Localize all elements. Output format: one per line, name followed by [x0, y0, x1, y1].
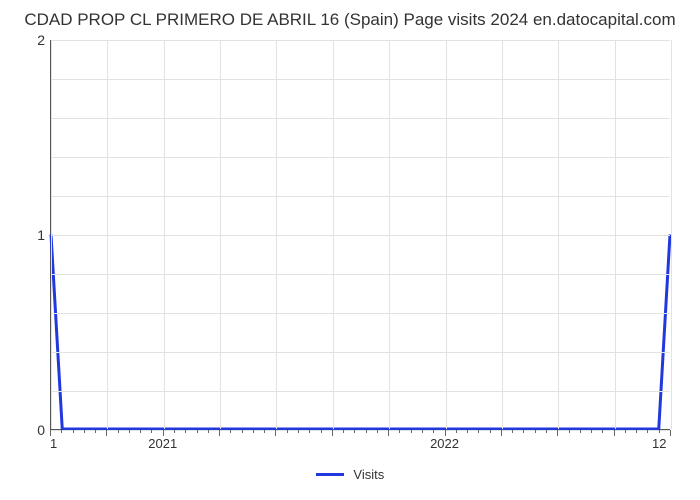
vgrid-line [502, 40, 503, 429]
xtick-major [106, 430, 107, 436]
xtick-minor [84, 430, 85, 433]
hgrid-line [51, 40, 670, 41]
xtick-minor [95, 430, 96, 433]
xtick-minor [151, 430, 152, 433]
xtick-minor [129, 430, 130, 433]
vgrid-line [333, 40, 334, 429]
xtick-minor [73, 430, 74, 433]
xtick-minor [636, 430, 637, 433]
xtick-minor [321, 430, 322, 433]
xtick-major [557, 430, 558, 436]
xtick-minor [399, 430, 400, 433]
xtick-minor [580, 430, 581, 433]
xtick-minor [264, 430, 265, 433]
xtick-minor [309, 430, 310, 433]
vgrid-line [164, 40, 165, 429]
xtick-major [614, 430, 615, 436]
xtick-minor [433, 430, 434, 433]
xtick-minor [298, 430, 299, 433]
xtick-minor [61, 430, 62, 433]
vgrid-line [220, 40, 221, 429]
xtick-minor [287, 430, 288, 433]
legend: Visits [0, 466, 700, 482]
vgrid-line [51, 40, 52, 429]
vgrid-line [615, 40, 616, 429]
hgrid-line [51, 313, 670, 314]
hgrid-line [51, 157, 670, 158]
vgrid-line [558, 40, 559, 429]
xtick-major [332, 430, 333, 436]
xtick-label: 2022 [430, 436, 459, 451]
vgrid-line [389, 40, 390, 429]
xtick-minor [208, 430, 209, 433]
xtick-label: 2021 [148, 436, 177, 451]
xaxis-left-label: 1 [50, 436, 57, 451]
xtick-minor [467, 430, 468, 433]
xtick-minor [185, 430, 186, 433]
xtick-minor [354, 430, 355, 433]
ytick-label: 0 [5, 422, 45, 438]
xtick-minor [197, 430, 198, 433]
hgrid-line [51, 430, 670, 431]
plot-area [50, 40, 670, 430]
chart-title: CDAD PROP CL PRIMERO DE ABRIL 16 (Spain)… [0, 10, 700, 30]
vgrid-line [107, 40, 108, 429]
xtick-major [501, 430, 502, 436]
xtick-minor [366, 430, 367, 433]
xtick-minor [456, 430, 457, 433]
hgrid-line [51, 79, 670, 80]
vgrid-line [446, 40, 447, 429]
hgrid-line [51, 118, 670, 119]
xtick-minor [343, 430, 344, 433]
xtick-minor [512, 430, 513, 433]
ytick-label: 2 [5, 32, 45, 48]
xtick-minor [535, 430, 536, 433]
xtick-major [275, 430, 276, 436]
xaxis-right-label: 12 [652, 436, 666, 451]
hgrid-line [51, 391, 670, 392]
xtick-minor [118, 430, 119, 433]
xtick-minor [174, 430, 175, 433]
xtick-minor [625, 430, 626, 433]
xtick-major [388, 430, 389, 436]
xtick-minor [242, 430, 243, 433]
xtick-minor [253, 430, 254, 433]
xtick-major [219, 430, 220, 436]
xtick-minor [591, 430, 592, 433]
xtick-minor [230, 430, 231, 433]
hgrid-line [51, 235, 670, 236]
xtick-minor [411, 430, 412, 433]
xtick-minor [569, 430, 570, 433]
hgrid-line [51, 274, 670, 275]
xtick-minor [377, 430, 378, 433]
vgrid-line [671, 40, 672, 429]
ytick-label: 1 [5, 227, 45, 243]
xtick-minor [478, 430, 479, 433]
xtick-minor [546, 430, 547, 433]
xtick-major [670, 430, 671, 436]
visits-chart: CDAD PROP CL PRIMERO DE ABRIL 16 (Spain)… [0, 0, 700, 500]
xtick-minor [659, 430, 660, 433]
hgrid-line [51, 196, 670, 197]
xtick-minor [422, 430, 423, 433]
legend-swatch [316, 473, 344, 476]
xtick-minor [647, 430, 648, 433]
vgrid-line [276, 40, 277, 429]
xtick-minor [490, 430, 491, 433]
legend-label: Visits [353, 467, 384, 482]
xtick-minor [140, 430, 141, 433]
xtick-minor [523, 430, 524, 433]
xtick-minor [602, 430, 603, 433]
hgrid-line [51, 352, 670, 353]
